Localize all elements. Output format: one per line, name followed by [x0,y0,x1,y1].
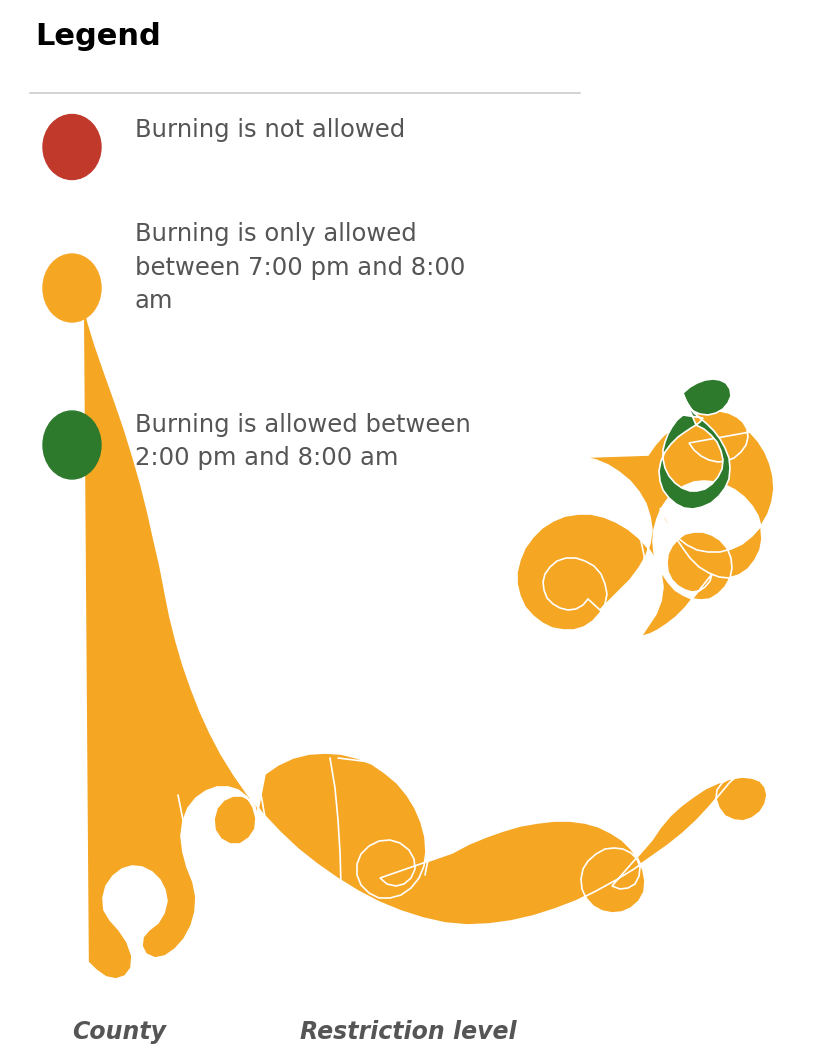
Polygon shape [516,411,773,638]
Text: Restriction level: Restriction level [299,1020,516,1044]
Text: Burning is not allowed: Burning is not allowed [135,118,404,142]
Polygon shape [658,379,730,509]
Ellipse shape [43,254,101,322]
Text: Legend: Legend [35,22,160,51]
Ellipse shape [43,114,101,180]
Text: Burning is allowed between
2:00 pm and 8:00 am: Burning is allowed between 2:00 pm and 8… [135,413,471,471]
Ellipse shape [43,411,101,479]
Polygon shape [83,295,766,979]
Text: Burning is only allowed
between 7:00 pm and 8:00
am: Burning is only allowed between 7:00 pm … [135,222,465,313]
Text: County: County [72,1020,165,1044]
